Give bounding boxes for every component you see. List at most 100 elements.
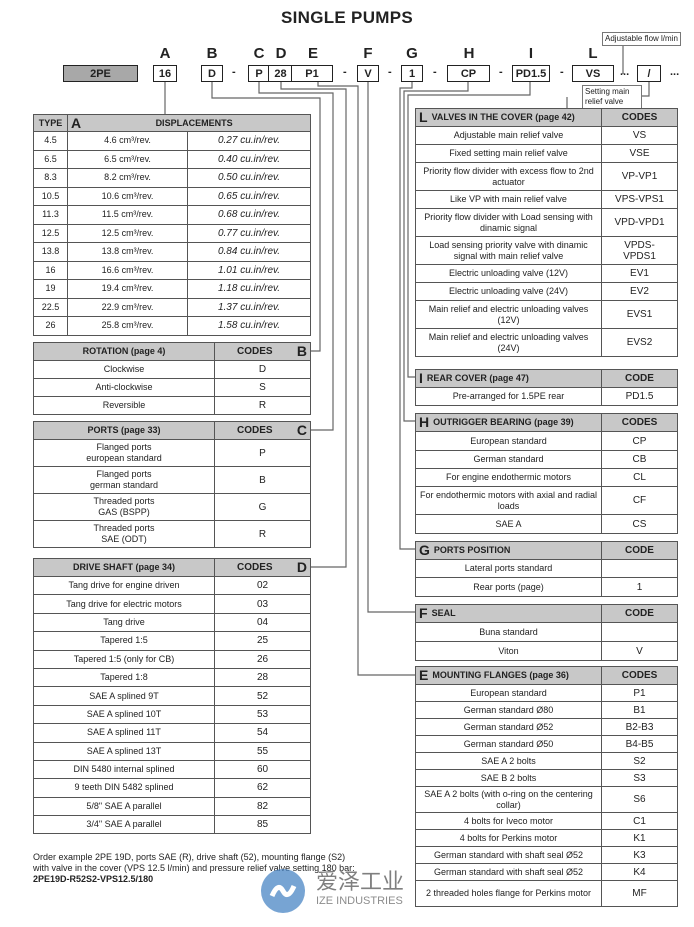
code-slash-box: / bbox=[637, 65, 661, 82]
table-row: Adjustable main relief valve VS bbox=[415, 126, 678, 145]
table-row: 3/4" SAE A parallel 85 bbox=[33, 815, 311, 835]
description-cell: Like VP with main relief valve bbox=[415, 190, 602, 209]
code-cell: 1 bbox=[601, 577, 678, 597]
table-row: Threaded ports SAE (ODT) R bbox=[33, 520, 311, 548]
description-cell: Electric unloading valve (24V) bbox=[415, 282, 602, 301]
letter-d: D bbox=[275, 45, 287, 62]
code-cell: B1 bbox=[601, 701, 678, 719]
description-cell: European standard bbox=[415, 684, 602, 702]
code-g-box: 1 bbox=[401, 65, 423, 82]
code-cell: B4-B5 bbox=[601, 735, 678, 753]
type-cell: 26 bbox=[33, 316, 68, 336]
code-cell: V bbox=[601, 641, 678, 661]
code-cell: S6 bbox=[601, 786, 678, 813]
code-cell: P bbox=[214, 439, 311, 467]
code-h-box: CP bbox=[447, 65, 490, 82]
section-letter: B bbox=[296, 343, 307, 359]
description-cell: 2 threaded holes flange for Perkins moto… bbox=[415, 880, 602, 907]
table-row: Tang drive 04 bbox=[33, 612, 311, 633]
type-cell: 22.5 bbox=[33, 297, 68, 317]
table-row: German standard with shaft seal Ø52 K4 bbox=[415, 863, 678, 881]
table-row: German standard Ø80 B1 bbox=[415, 701, 678, 719]
section-title: G PORTS POSITION bbox=[415, 541, 602, 560]
table-row: 2 threaded holes flange for Perkins moto… bbox=[415, 880, 678, 907]
code-cell: 28 bbox=[214, 667, 311, 688]
code-cell: 26 bbox=[214, 649, 311, 669]
section-letter: C bbox=[296, 422, 307, 438]
letter-b: B bbox=[206, 45, 218, 62]
description-cell: German standard Ø52 bbox=[415, 718, 602, 736]
section-title: ROTATION (page 4) bbox=[33, 342, 215, 361]
section-title-text: REAR COVER (page 47) bbox=[426, 373, 529, 383]
code-e-box: P1 bbox=[291, 65, 333, 82]
outrigger-table: H OUTRIGGER BEARING (page 39) CODES Europea… bbox=[415, 413, 678, 534]
code-cell: EV1 bbox=[601, 264, 678, 283]
table-row: Main relief and electric unloading valve… bbox=[415, 328, 678, 357]
table-row: 19 19.4 cm³/rev. 1.18 cu.in/rev. bbox=[33, 279, 312, 299]
section-title: F SEAL bbox=[415, 604, 602, 623]
separator: - bbox=[560, 66, 564, 78]
code-l-box: VS bbox=[572, 65, 614, 82]
section-title-text: DRIVE SHAFT (page 34) bbox=[72, 562, 175, 572]
table-row: SAE A splined 9T 52 bbox=[33, 686, 311, 706]
table-row: 9 teeth DIN 5482 splined 62 bbox=[33, 778, 311, 798]
code-cell: 60 bbox=[214, 759, 311, 780]
table-row: German standard Ø52 B2-B3 bbox=[415, 718, 678, 736]
description-cell: Tang drive for electric motors bbox=[33, 594, 215, 614]
table-row: 26 25.8 cm³/rev. 1.58 cu.in/rev. bbox=[33, 316, 312, 336]
rotation-table: ROTATION (page 4) CODES B Clockwise D Anti-cl… bbox=[33, 342, 311, 415]
description-cell: SAE A splined 10T bbox=[33, 704, 215, 725]
separator: - bbox=[388, 66, 392, 78]
letter-l: L bbox=[588, 45, 598, 62]
section-letter: G bbox=[419, 542, 430, 558]
code-a-box: 16 bbox=[153, 65, 177, 82]
description-cell: SAE B 2 bolts bbox=[415, 769, 602, 787]
cm3-cell: 6.5 cm³/rev. bbox=[67, 149, 188, 169]
code-cell: 85 bbox=[214, 815, 311, 835]
table-row: Tang drive for engine driven 02 bbox=[33, 575, 311, 596]
table-row: Reversible R bbox=[33, 396, 311, 415]
table-row: Rear ports (page) 1 bbox=[415, 577, 678, 597]
description-cell: SAE A 2 bolts bbox=[415, 752, 602, 770]
section-title-text: VALVES IN THE COVER (page 42) bbox=[431, 112, 575, 122]
cm3-cell: 12.5 cm³/rev. bbox=[67, 223, 188, 243]
codes-header: CODES C bbox=[214, 421, 311, 440]
cm3-cell: 8.2 cm³/rev. bbox=[67, 168, 188, 188]
connector-e bbox=[317, 82, 415, 676]
description-cell: Tang drive for engine driven bbox=[33, 575, 215, 596]
cuin-cell: 1.58 cu.in/rev. bbox=[186, 316, 312, 336]
description-cell: European standard bbox=[415, 431, 602, 451]
description-cell: Pre-arranged for 1.5PE rear bbox=[415, 387, 602, 406]
section-title-text: PORTS (page 33) bbox=[87, 425, 161, 435]
section-letter: H bbox=[419, 414, 430, 430]
type-cell: 19 bbox=[33, 279, 68, 299]
cm3-cell: 4.6 cm³/rev. bbox=[67, 131, 188, 151]
table-row: SAE A splined 13T 55 bbox=[33, 741, 311, 761]
table-row: European standard CP bbox=[415, 431, 678, 451]
table-row: 4 bolts for Iveco motor C1 bbox=[415, 812, 678, 830]
cuin-cell: 1.18 cu.in/rev. bbox=[186, 279, 312, 299]
table-row: 13.8 13.8 cm³/rev. 0.84 cu.in/rev. bbox=[33, 242, 312, 262]
code-cell: VS bbox=[601, 126, 678, 145]
section-letter: L bbox=[419, 109, 428, 125]
table-row: Flanged ports german standard B bbox=[33, 466, 311, 494]
code-cell: S bbox=[214, 378, 311, 397]
code-cell: P1 bbox=[601, 684, 678, 702]
table-row: 6.5 6.5 cm³/rev. 0.40 cu.in/rev. bbox=[33, 149, 312, 169]
description-cell: Fixed setting main relief valve bbox=[415, 144, 602, 163]
description-cell: For engine endothermic motors bbox=[415, 468, 602, 487]
order-example-text: Order example 2PE 19D, ports SAE (R), dr… bbox=[33, 852, 355, 873]
table-row: 22.5 22.9 cm³/rev. 1.37 cu.in/rev. bbox=[33, 297, 312, 317]
code-cell: K1 bbox=[601, 829, 678, 847]
page-title: SINGLE PUMPS bbox=[280, 8, 414, 27]
table-row: Buna standard bbox=[415, 622, 678, 642]
description-cell: Priority flow divider with excess flow t… bbox=[415, 162, 602, 191]
description-cell: Tapered 1:8 bbox=[33, 667, 215, 688]
table-row: SAE A splined 10T 53 bbox=[33, 704, 311, 725]
code-cell: CL bbox=[601, 468, 678, 487]
code-prefix-box: 2PE bbox=[63, 65, 138, 82]
code-cell: 53 bbox=[214, 704, 311, 725]
code-cell: R bbox=[214, 520, 311, 548]
section-title: L VALVES IN THE COVER (page 42) bbox=[415, 108, 602, 127]
